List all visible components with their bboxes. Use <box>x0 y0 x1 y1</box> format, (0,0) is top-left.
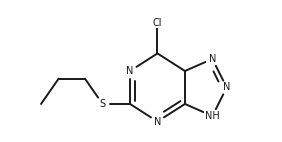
Text: N: N <box>223 83 230 92</box>
Text: N: N <box>154 117 161 127</box>
Text: S: S <box>100 99 106 109</box>
Text: Cl: Cl <box>153 18 162 28</box>
Text: NH: NH <box>205 111 220 121</box>
Text: N: N <box>209 54 216 64</box>
Text: N: N <box>126 66 134 76</box>
